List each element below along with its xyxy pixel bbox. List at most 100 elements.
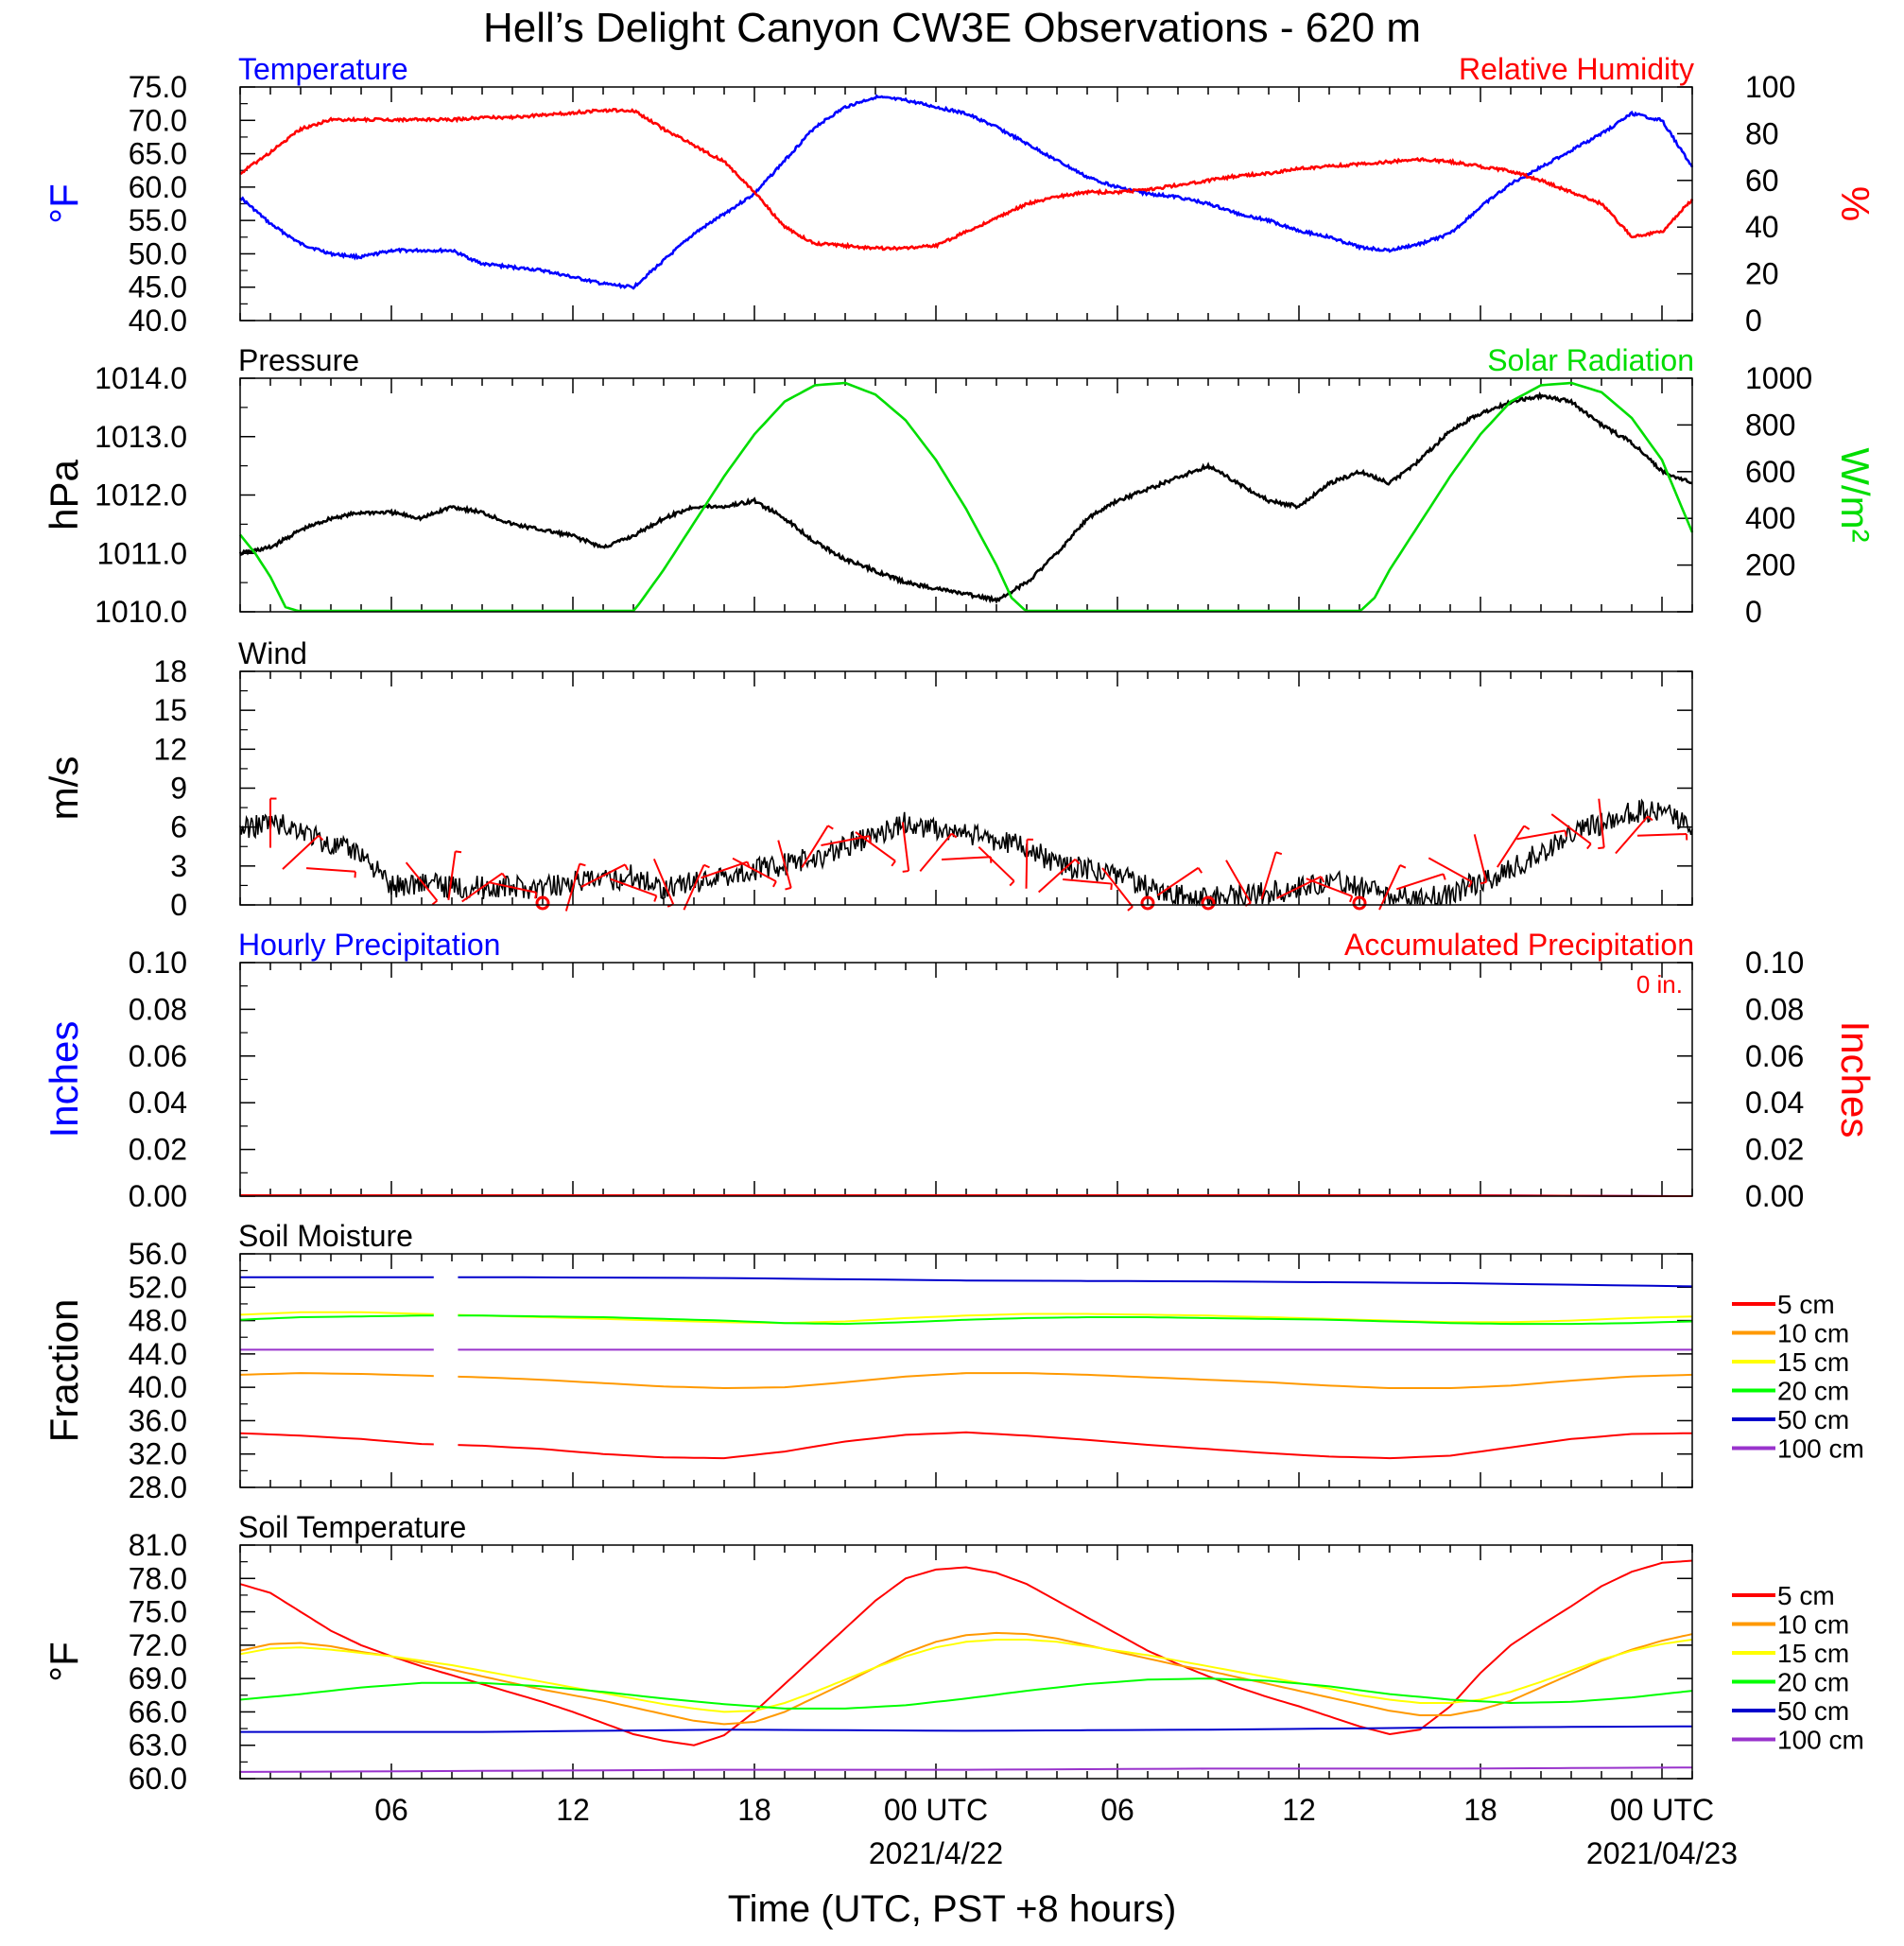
y-tick-label-left: 78.0: [129, 1561, 187, 1595]
y-tick-label-right: 600: [1745, 455, 1795, 489]
y-tick-label-left: 3: [170, 849, 187, 883]
legend-label: 15 cm: [1777, 1639, 1849, 1668]
wind-barb: [488, 881, 537, 894]
panel-title-left: Temperature: [238, 52, 408, 86]
y-tick-label-left: 1011.0: [97, 536, 188, 570]
wind-barb: [1197, 867, 1203, 874]
wind-barb: [801, 825, 829, 868]
y-tick-label-left: 28.0: [129, 1470, 187, 1504]
y-tick-label-right: 0.00: [1745, 1179, 1804, 1213]
x-tick-label: 06: [1100, 1793, 1134, 1827]
wind-barb: [1349, 895, 1354, 903]
series-50-cm: [240, 1276, 1693, 1288]
panel-title-left: Pressure: [238, 343, 359, 377]
wind-barb: [1025, 839, 1029, 889]
y-axis-title-left: °F: [42, 183, 86, 223]
y-tick-label-right: 0.02: [1745, 1133, 1804, 1167]
wind-barb: [919, 832, 953, 872]
wind-barb: [1442, 873, 1446, 880]
wind-barb: [431, 899, 438, 906]
y-tick-label-left: 1014.0: [95, 361, 187, 395]
wind-barb: [1480, 880, 1487, 885]
y-tick-label-left: 12: [153, 732, 187, 766]
y-tick-label-left: 0.00: [129, 1179, 187, 1213]
wind-barb: [777, 840, 792, 889]
wind-barb: [902, 870, 909, 873]
y-tick-label-right: 0.04: [1745, 1086, 1804, 1120]
wind-barb: [501, 872, 507, 879]
series-15-cm: [239, 1639, 1693, 1713]
wind-barb: [1101, 867, 1134, 908]
x-tick-label: 00 UTC: [1610, 1793, 1714, 1827]
legend-label: 10 cm: [1777, 1610, 1849, 1640]
series-accumulated-precipitation: [240, 1194, 1693, 1197]
wind-barb: [1074, 859, 1081, 865]
y-tick-label-left: 48.0: [129, 1304, 187, 1338]
wind-barb: [1586, 843, 1592, 850]
y-axis-title-left: hPa: [42, 459, 86, 530]
y-tick-label-right: 0.10: [1745, 946, 1804, 980]
wind-barb: [1636, 832, 1688, 837]
panel-soil-temperature: 60.063.066.069.072.075.078.081.0 Soil Tem…: [42, 1510, 1864, 1796]
wind-barb: [703, 863, 710, 869]
wind-barb: [855, 831, 896, 862]
y-tick-label-left: 75.0: [129, 70, 187, 104]
series-20-cm: [239, 1314, 1693, 1326]
wind-barb: [772, 880, 777, 888]
wind-calm-mark: [1140, 895, 1155, 911]
y-tick-label-left: 72.0: [129, 1628, 187, 1662]
y-tick-label-left: 44.0: [129, 1337, 187, 1371]
wind-barb: [305, 867, 356, 873]
y-tick-label-right: 200: [1745, 548, 1795, 582]
y-tick-label-left: 75.0: [129, 1595, 187, 1629]
panel-title-right: Relative Humidity: [1459, 52, 1694, 86]
y-axis-title-left: m/s: [42, 756, 86, 821]
legend-label: 20 cm: [1777, 1377, 1849, 1406]
y-tick-label-left: 0.02: [129, 1133, 187, 1167]
x-tick-label: 18: [1463, 1793, 1497, 1827]
panel-annotation: 0 in.: [1636, 970, 1683, 999]
wind-barb: [461, 872, 503, 903]
y-tick-label-right: 0: [1745, 595, 1762, 629]
wind-barb: [1276, 876, 1322, 899]
panel-precipitation: 0.00 0.02 0.04 0.06 0.08 0.10 0.00 0.02 0.04 0.06…: [42, 928, 1878, 1213]
wind-barb: [1009, 880, 1015, 887]
wind-barb: [1550, 813, 1592, 845]
y-tick-label-right: 100: [1745, 70, 1795, 104]
wind-barb: [732, 857, 777, 883]
series-20-cm: [239, 1677, 1693, 1710]
wind-calm-mark: [1201, 895, 1216, 911]
series-pressure: [238, 391, 1693, 604]
y-tick-label-left: 52.0: [129, 1270, 187, 1304]
y-axis-title-right: W/m²: [1833, 447, 1878, 542]
series-wind: [239, 798, 1693, 907]
series-100-cm: [239, 1766, 1693, 1773]
y-tick-label-left: 40.0: [129, 304, 187, 338]
wind-barb: [1598, 798, 1605, 848]
series-solar-radiation: [238, 381, 1694, 613]
y-tick-label-left: 0.08: [129, 992, 187, 1026]
wind-barb: [282, 834, 320, 870]
panel-title-right: Solar Radiation: [1487, 343, 1694, 377]
panel-frame: [239, 670, 1693, 906]
y-axis-title-left: °F: [42, 1642, 86, 1681]
y-tick-label-right: 800: [1745, 408, 1795, 442]
y-axis-title-right: Inches: [1833, 1021, 1878, 1138]
series-10-cm: [239, 1631, 1693, 1726]
wind-barb: [941, 856, 992, 860]
x-axis-label: Time (UTC, PST +8 hours): [728, 1888, 1177, 1930]
panel-title-left: Wind: [238, 636, 307, 670]
wind-barb: [1497, 825, 1525, 868]
legend-label: 50 cm: [1777, 1405, 1849, 1434]
y-axis-title-right: %: [1833, 186, 1878, 221]
panel-wind: 0 3 6 9 12 15 18 Wind m/s: [42, 636, 1693, 922]
y-tick-label-left: 60.0: [129, 170, 187, 204]
panels: 40.045.050.055.060.065.070.075.002040608…: [42, 52, 1878, 1870]
y-tick-label-right: 0: [1745, 304, 1762, 338]
wind-barb: [1399, 864, 1407, 869]
legend-label: 100 cm: [1777, 1726, 1864, 1755]
wind-barb: [1615, 815, 1649, 855]
wind-barb: [1598, 846, 1604, 850]
series-50-cm: [240, 1725, 1693, 1733]
